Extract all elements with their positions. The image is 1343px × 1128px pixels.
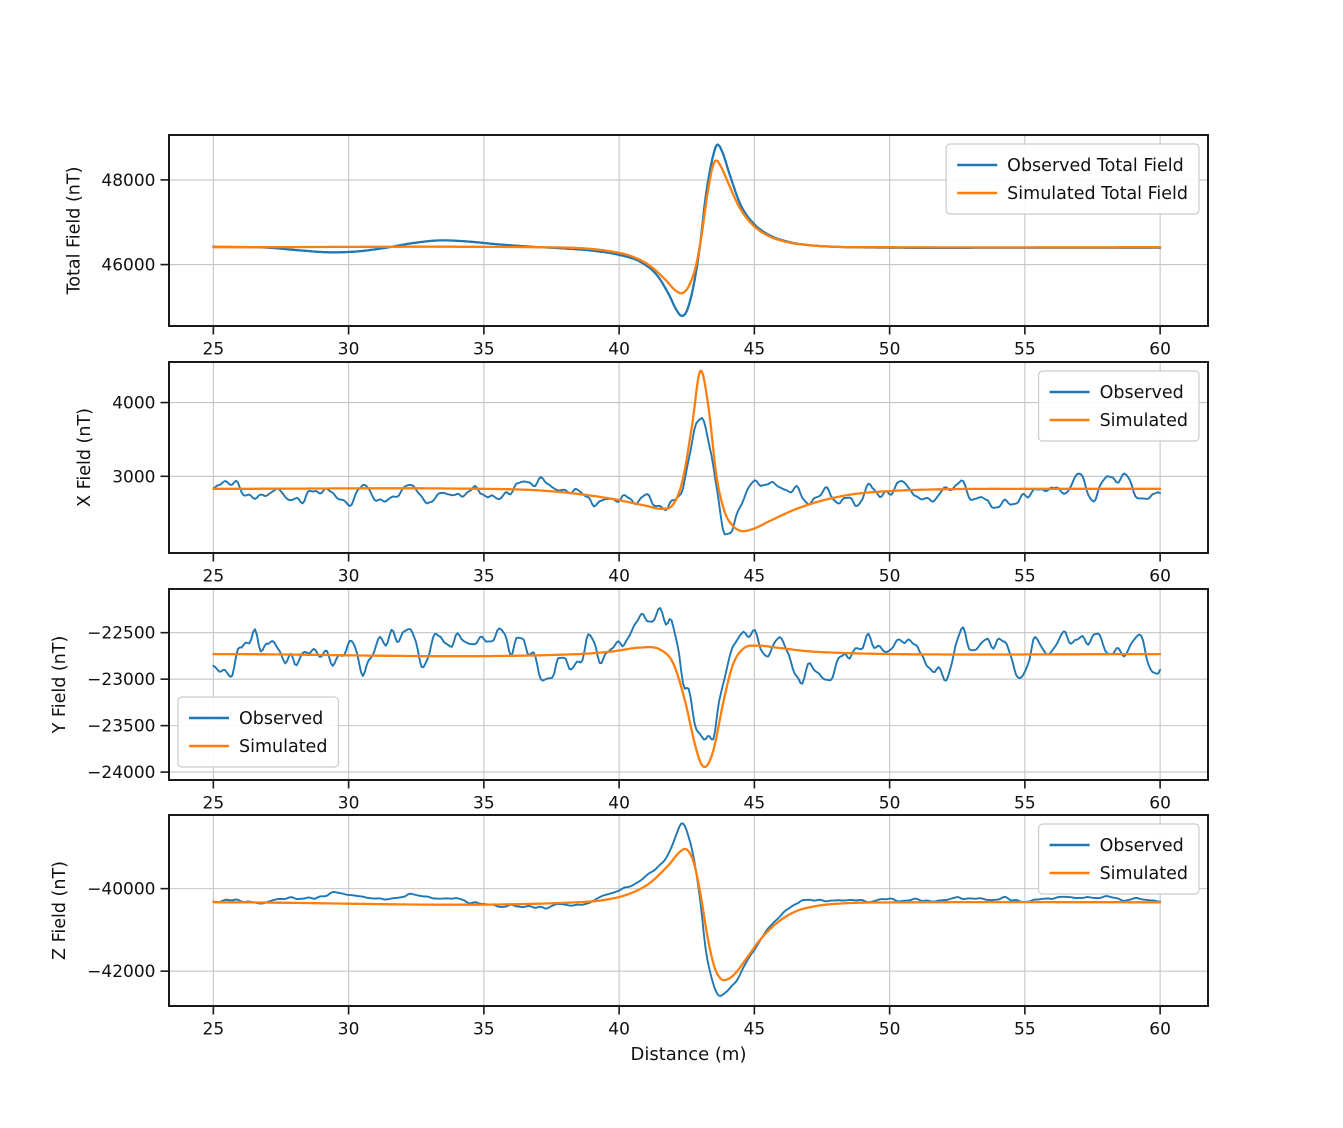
legend: Observed Simulated xyxy=(1037,370,1200,442)
legend-label: Simulated xyxy=(239,737,327,757)
y-tick-label: −24000 xyxy=(87,763,155,783)
x-tick-label: 50 xyxy=(879,340,901,360)
x-tick-label: 35 xyxy=(473,794,495,814)
subplot-total-field: 25 30 35 40 45 50 55 60 46000 48000 Total Field (n… xyxy=(64,134,1209,360)
x-tick-label: 45 xyxy=(744,1020,766,1040)
legend-label: Observed xyxy=(1100,383,1184,403)
x-tick-label: 30 xyxy=(338,340,360,360)
y-tick-label: −40000 xyxy=(87,880,155,900)
x-tick-label: 55 xyxy=(1014,1020,1036,1040)
x-tick-label: 50 xyxy=(879,567,901,587)
x-tick-label: 55 xyxy=(1014,794,1036,814)
legend-box xyxy=(945,143,1200,215)
y-axis-label-y-field: Y Field (nT) xyxy=(50,636,70,735)
x-tick-label: 55 xyxy=(1014,567,1036,587)
x-tick-label: 45 xyxy=(744,567,766,587)
x-tick-label: 30 xyxy=(338,794,360,814)
subplot-y-field: 25 30 35 40 45 50 55 60 −22500 −23000 −23500 −24000… xyxy=(50,588,1209,814)
legend: Observed Simulated xyxy=(177,696,340,768)
x-tick-label: 40 xyxy=(608,567,630,587)
x-tick-label: 35 xyxy=(473,1020,495,1040)
y-axis-label-x-field: X Field (nT) xyxy=(75,408,95,507)
x-tick-label: 35 xyxy=(473,340,495,360)
y-tick-label: −22500 xyxy=(87,624,155,644)
x-tick-label: 60 xyxy=(1149,340,1171,360)
x-tick-label: 30 xyxy=(338,567,360,587)
legend-box xyxy=(1037,370,1200,442)
legend: Observed Simulated xyxy=(1037,823,1200,895)
x-tick-label: 55 xyxy=(1014,340,1036,360)
x-tick-label: 40 xyxy=(608,1020,630,1040)
axes-spines xyxy=(168,814,1209,1007)
y-tick-label: 48000 xyxy=(101,171,155,191)
observed-line xyxy=(212,822,1162,997)
simulated-line xyxy=(212,847,1162,982)
x-tick-label: 25 xyxy=(203,794,225,814)
legend-label: Observed xyxy=(239,709,323,729)
x-tick-label: 50 xyxy=(879,1020,901,1040)
y-tick-label: 46000 xyxy=(101,256,155,276)
x-axis-label: Distance (m) xyxy=(630,1044,747,1065)
observed-line xyxy=(212,607,1162,741)
legend-box xyxy=(1037,823,1200,895)
y-tick-label: −23500 xyxy=(87,717,155,737)
observed-line xyxy=(212,417,1162,536)
axes-spines xyxy=(168,588,1209,781)
x-tick-label: 40 xyxy=(608,794,630,814)
x-tick-label: 60 xyxy=(1149,1020,1171,1040)
x-tick-label: 25 xyxy=(203,1020,225,1040)
y-tick-label: −42000 xyxy=(87,962,155,982)
subplot-x-field: 25 30 35 40 45 50 55 60 3000 4000 X Field (nT) Obse… xyxy=(75,361,1209,587)
x-tick-label: 45 xyxy=(744,340,766,360)
y-tick-label: 4000 xyxy=(112,394,155,414)
y-tick-label: 3000 xyxy=(112,467,155,487)
x-tick-label: 25 xyxy=(203,340,225,360)
x-tick-label: 50 xyxy=(879,794,901,814)
legend-label: Observed Total Field xyxy=(1007,156,1184,176)
x-tick-label: 30 xyxy=(338,1020,360,1040)
simulated-line xyxy=(212,159,1162,295)
simulated-line xyxy=(212,369,1162,533)
legend-box xyxy=(177,696,340,768)
y-axis-label-total-field: Total Field (nT) xyxy=(64,167,84,296)
x-tick-label: 60 xyxy=(1149,567,1171,587)
x-tick-label: 25 xyxy=(203,567,225,587)
y-tick-label: −23000 xyxy=(87,670,155,690)
legend: Observed Total Field Simulated Total Fiel… xyxy=(945,143,1200,215)
axes-spines xyxy=(168,361,1209,554)
x-tick-label: 35 xyxy=(473,567,495,587)
x-tick-label: 60 xyxy=(1149,794,1171,814)
x-tick-label: 40 xyxy=(608,340,630,360)
legend-label: Simulated xyxy=(1100,864,1188,884)
legend-label: Simulated xyxy=(1100,411,1188,431)
legend-label: Simulated Total Field xyxy=(1007,184,1188,204)
x-tick-label: 45 xyxy=(744,794,766,814)
subplot-z-field: 25 30 35 40 45 50 55 60 −40000 −42000 Z Field (nT)… xyxy=(50,814,1209,1040)
y-axis-label-z-field: Z Field (nT) xyxy=(50,861,70,960)
simulated-line xyxy=(212,644,1162,769)
legend-label: Observed xyxy=(1100,836,1184,856)
axes-spines xyxy=(168,134,1209,327)
